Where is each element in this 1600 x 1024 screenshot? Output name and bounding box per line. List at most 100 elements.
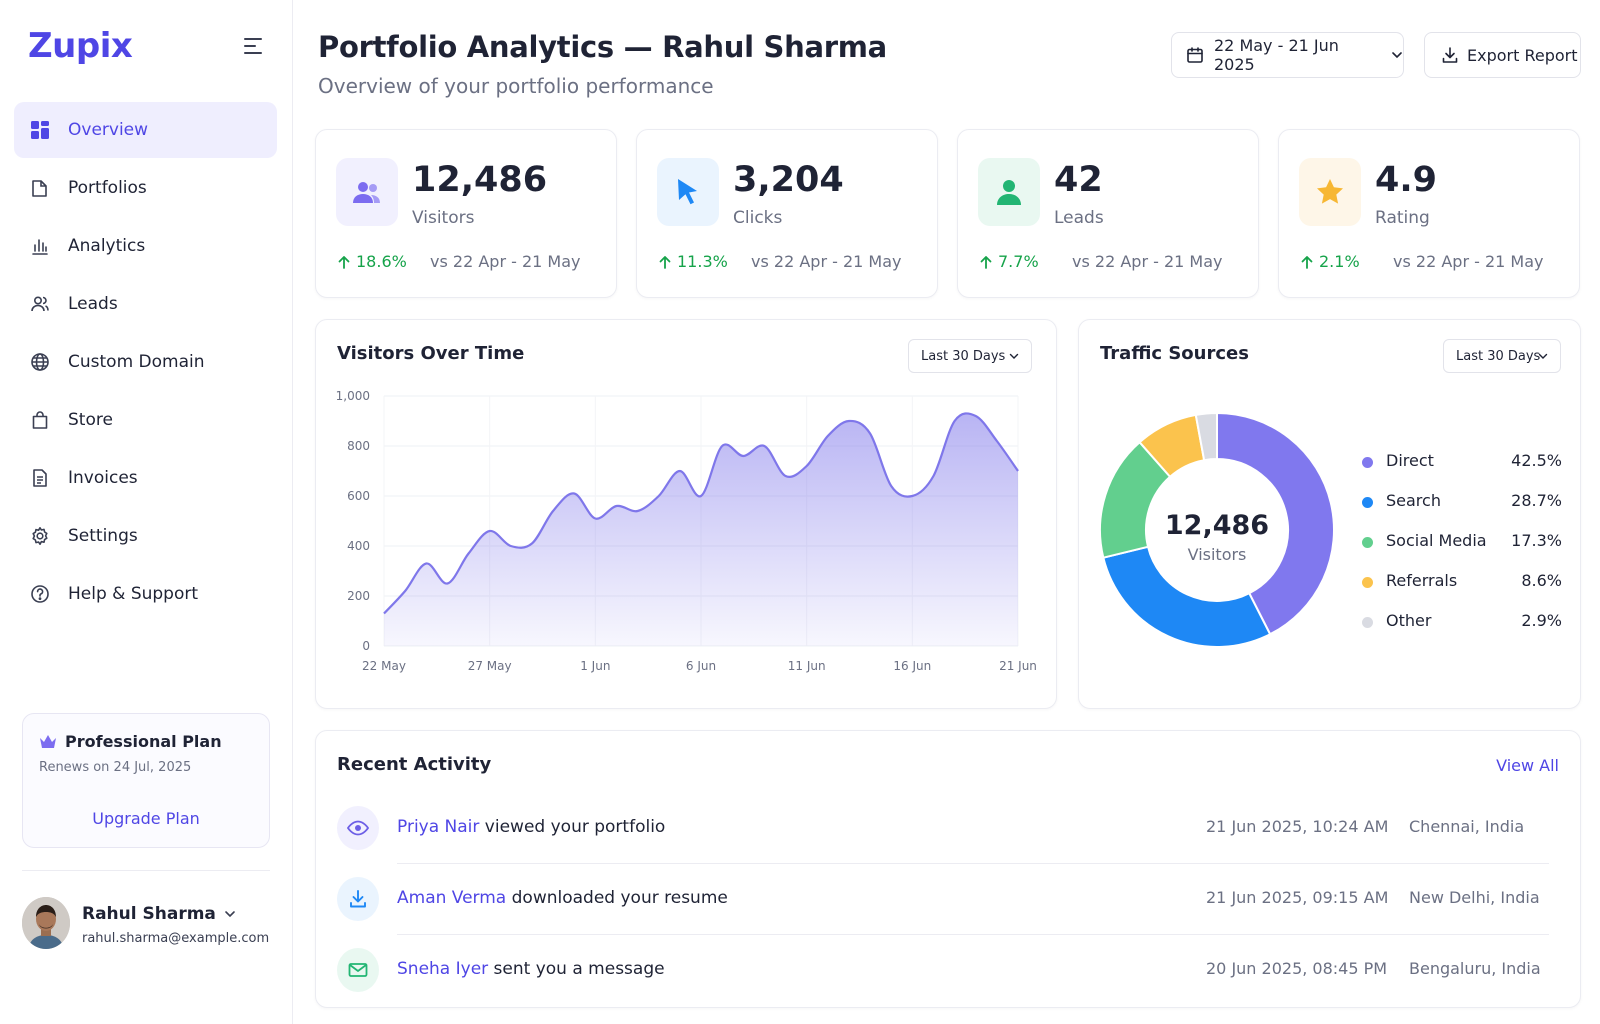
traffic-sources-panel: Traffic Sources Last 30 Days 12,486 Visi…	[1078, 319, 1581, 709]
legend-swatch	[1362, 497, 1373, 508]
users-icon	[30, 294, 50, 314]
legend-item[interactable]: Referrals 8.6%	[1362, 570, 1562, 594]
arrow-up-icon	[338, 255, 350, 269]
download-icon	[1442, 47, 1458, 63]
traffic-range-select[interactable]: Last 30 Days	[1443, 339, 1561, 373]
pie-slice-search[interactable]	[1102, 545, 1272, 648]
sidebar: Zupix Overview Portfolios Analytics	[0, 0, 293, 1024]
chevron-down-icon	[1392, 52, 1402, 59]
view-all-link[interactable]: View All	[1496, 756, 1559, 775]
sidebar-item-label: Analytics	[68, 236, 146, 256]
stat-change-value: 7.7%	[998, 252, 1039, 271]
sidebar-item-label: Settings	[68, 526, 138, 546]
app-logo[interactable]: Zupix	[28, 26, 133, 66]
sidebar-item-settings[interactable]: Settings	[14, 508, 277, 564]
sidebar-item-invoices[interactable]: Invoices	[14, 450, 277, 506]
visitors-range-select[interactable]: Last 30 Days	[908, 339, 1032, 373]
legend-label: Search	[1386, 491, 1441, 510]
panel-title: Traffic Sources	[1100, 343, 1249, 364]
recent-activity-panel: Recent Activity View All Priya Nair view…	[315, 730, 1581, 1008]
menu-toggle-icon[interactable]	[242, 36, 266, 56]
stat-value: 12,486	[412, 160, 548, 200]
activity-user-link[interactable]: Sneha Iyer	[397, 959, 489, 979]
calendar-icon	[1187, 47, 1203, 63]
user-name: Rahul Sharma	[82, 904, 236, 924]
activity-row: Sneha Iyer sent you a message 20 Jun 202…	[337, 936, 1549, 1006]
legend-item[interactable]: Social Media 17.3%	[1362, 530, 1562, 554]
date-range-picker[interactable]: 22 May - 21 Jun 2025	[1171, 32, 1404, 78]
bar-chart-icon	[30, 236, 50, 256]
legend-label: Direct	[1386, 451, 1434, 470]
activity-row: Aman Verma downloaded your resume 21 Jun…	[337, 865, 1549, 935]
activity-time: 21 Jun 2025, 09:15 AM	[1206, 888, 1389, 907]
sidebar-item-label: Store	[68, 410, 113, 430]
stat-icon-bg	[336, 158, 398, 226]
page-title: Portfolio Analytics — Rahul Sharma	[318, 30, 887, 64]
user-profile[interactable]: Rahul Sharma rahul.sharma@example.com	[22, 897, 282, 953]
cursor-icon	[678, 179, 697, 205]
sidebar-item-help-support[interactable]: Help & Support	[14, 566, 277, 622]
gear-icon	[30, 526, 50, 546]
stat-card-visitors: 12,486 Visitors 18.6% vs 22 Apr - 21 May	[315, 129, 617, 298]
sidebar-item-store[interactable]: Store	[14, 392, 277, 448]
invoice-icon	[30, 468, 50, 488]
stat-change: 18.6%	[338, 252, 407, 271]
y-tick-label: 400	[347, 539, 370, 553]
range-label: Last 30 Days	[921, 348, 1006, 364]
activity-time: 20 Jun 2025, 08:45 PM	[1206, 959, 1388, 978]
sidebar-item-label: Help & Support	[68, 584, 199, 604]
sidebar-item-label: Custom Domain	[68, 352, 205, 372]
legend-item[interactable]: Search 28.7%	[1362, 490, 1562, 514]
pie-slice-direct[interactable]	[1216, 411, 1335, 636]
plan-card: Professional Plan Renews on 24 Jul, 2025…	[22, 713, 270, 848]
x-tick-label: 27 May	[468, 659, 512, 673]
sidebar-item-analytics[interactable]: Analytics	[14, 218, 277, 274]
activity-action: viewed your portfolio	[479, 817, 666, 837]
visitors-chart-panel: Visitors Over Time Last 30 Days 0 200 400 6…	[315, 319, 1057, 709]
sidebar-item-portfolios[interactable]: Portfolios	[14, 160, 277, 216]
activity-user-link[interactable]: Aman Verma	[397, 888, 507, 908]
stat-change-value: 11.3%	[677, 252, 728, 271]
export-report-button[interactable]: Export Report	[1424, 32, 1581, 78]
donut-center-value: 12,486	[1164, 510, 1270, 541]
legend-swatch	[1362, 457, 1373, 468]
upgrade-plan-button[interactable]: Upgrade Plan	[92, 809, 200, 828]
sidebar-item-leads[interactable]: Leads	[14, 276, 277, 332]
date-range-label: 22 May - 21 Jun 2025	[1214, 36, 1339, 74]
stat-card-leads: 42 Leads 7.7% vs 22 Apr - 21 May	[957, 129, 1259, 298]
stat-compare: vs 22 Apr - 21 May	[751, 252, 902, 271]
stat-label: Clicks	[733, 208, 783, 228]
pie-slice-other[interactable]	[1194, 411, 1218, 462]
star-icon	[1317, 179, 1343, 204]
download-icon	[337, 877, 379, 921]
activity-user-link[interactable]: Priya Nair	[397, 817, 480, 837]
arrow-up-icon	[980, 255, 992, 269]
donut-center: 12,486 Visitors	[1137, 510, 1297, 564]
y-tick-label: 1,000	[336, 389, 370, 403]
chevron-down-icon	[225, 911, 235, 918]
activity-location: Bengaluru, India	[1409, 959, 1541, 978]
stat-label: Rating	[1375, 208, 1430, 228]
stat-label: Leads	[1054, 208, 1104, 228]
mail-icon	[337, 948, 379, 992]
panel-title: Visitors Over Time	[337, 343, 525, 364]
user-icon	[997, 180, 1021, 205]
crown-icon	[40, 734, 56, 748]
stat-label: Visitors	[412, 208, 475, 228]
sidebar-item-label: Invoices	[68, 468, 138, 488]
user-email: rahul.sharma@example.com	[82, 931, 270, 946]
shopping-bag-icon	[30, 410, 50, 430]
legend-item[interactable]: Other 2.9%	[1362, 610, 1562, 634]
legend-value: 42.5%	[1511, 451, 1562, 470]
help-icon	[30, 584, 50, 604]
sidebar-item-custom-domain[interactable]: Custom Domain	[14, 334, 277, 390]
sidebar-item-overview[interactable]: Overview	[14, 102, 277, 158]
activity-location: New Delhi, India	[1409, 888, 1540, 907]
activity-text: Priya Nair viewed your portfolio	[397, 817, 665, 837]
legend-item[interactable]: Direct 42.5%	[1362, 450, 1562, 474]
page-subtitle: Overview of your portfolio performance	[318, 74, 714, 98]
stat-compare: vs 22 Apr - 21 May	[430, 252, 581, 271]
stat-card-clicks: 3,204 Clicks 11.3% vs 22 Apr - 21 May	[636, 129, 938, 298]
y-tick-label: 800	[347, 439, 370, 453]
activity-location: Chennai, India	[1409, 817, 1525, 836]
